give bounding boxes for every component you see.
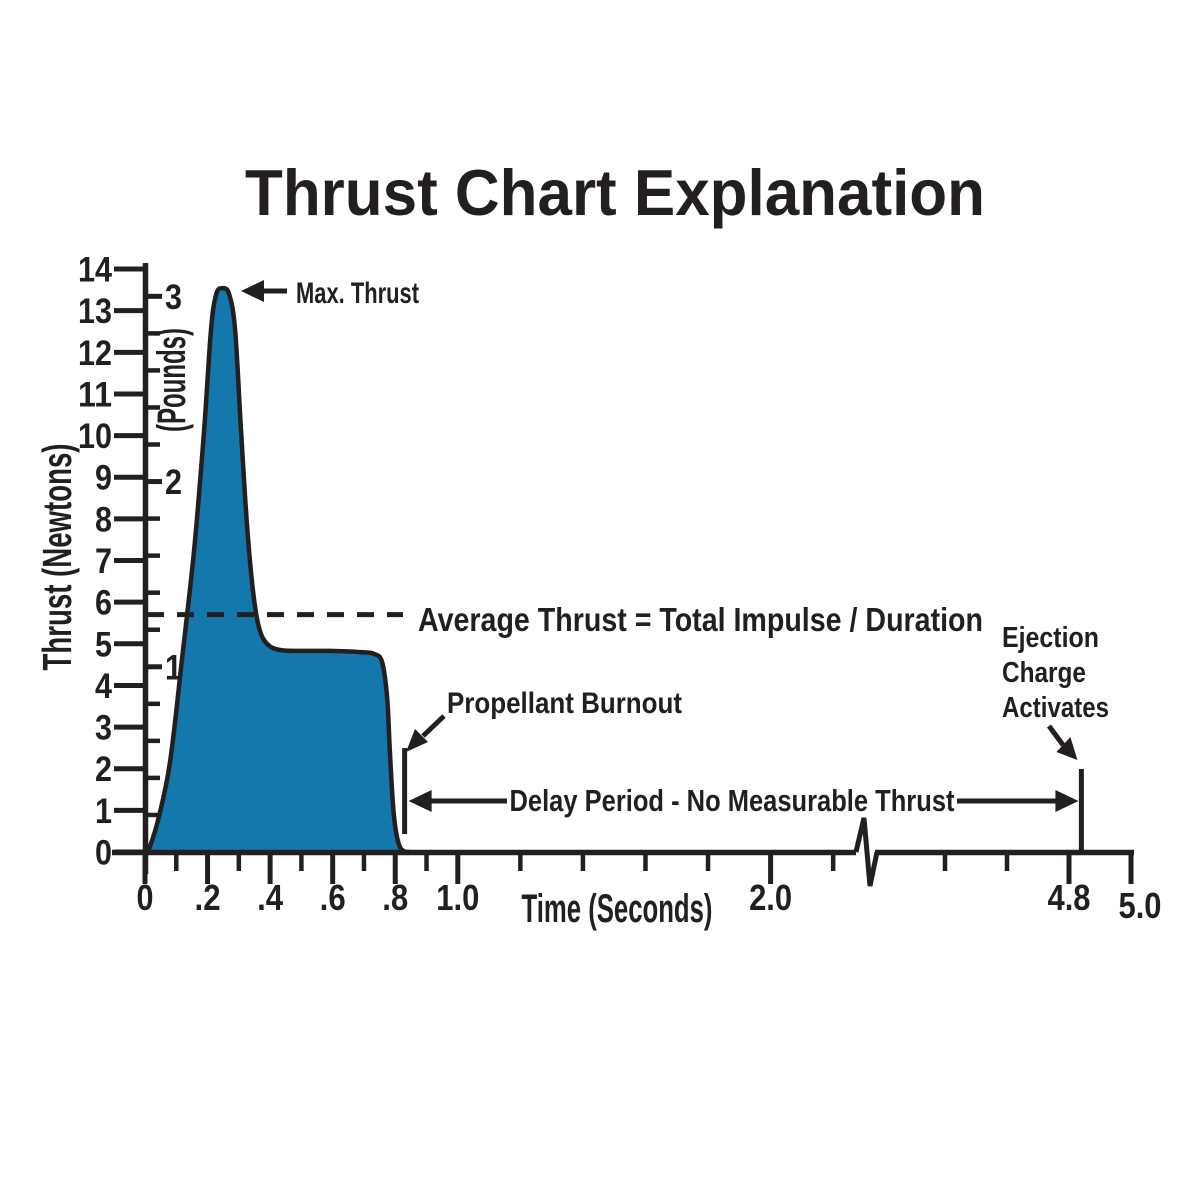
time-tick-label: 0: [137, 877, 154, 918]
time-tick-label: .4: [257, 877, 283, 918]
time-tick-label: 1.0: [436, 877, 479, 918]
ejection-charge-label-line1: Ejection: [1002, 622, 1099, 654]
markers-and-arrows-layer: [241, 280, 1084, 851]
max-thrust-label: Max. Thrust: [296, 277, 419, 310]
time-tick-label: 5.0: [1119, 885, 1162, 926]
delay-period-label: Delay Period - No Measurable Thrust: [510, 783, 955, 818]
newtons-tick-label: 9: [95, 459, 112, 498]
pounds-tick-label: 1: [165, 648, 182, 687]
ejection-arrow-shaft: [1046, 724, 1066, 747]
time-tick-label: .8: [382, 877, 408, 918]
delay-right-arrowhead: [1055, 790, 1079, 812]
ejection-arrowhead: [1056, 737, 1078, 760]
average-thrust-label: Average Thrust = Total Impulse / Duratio…: [418, 601, 983, 638]
newtons-tick-label: 5: [95, 625, 112, 664]
thrust-curve-layer: [145, 285, 410, 855]
time-tick-label: 2.0: [749, 877, 792, 918]
newtons-tick-label: 13: [78, 292, 112, 331]
newtons-tick-label: 14: [78, 251, 112, 290]
thrust-curve-area: [148, 288, 410, 852]
y-axis-title-pounds: (Pounds): [150, 328, 194, 432]
newtons-tick-label: 0: [95, 834, 112, 873]
x-axis-title: Time (Seconds): [522, 887, 713, 931]
newtons-tick-label: 2: [95, 750, 112, 789]
propellant-burnout-label: Propellant Burnout: [447, 687, 682, 720]
time-tick-label: 4.8: [1048, 877, 1091, 918]
newtons-tick-label: 6: [95, 584, 112, 623]
y-axis-title-newtons: Thrust (Newtons): [34, 444, 80, 671]
time-tick-label: .6: [320, 877, 346, 918]
burnout-arrow-shaft: [421, 714, 446, 738]
pounds-tick-label: 3: [165, 278, 182, 317]
newtons-tick-label: 12: [78, 334, 112, 373]
max-thrust-arrowhead: [241, 280, 264, 302]
newtons-tick-label: 10: [78, 417, 112, 456]
newtons-tick-label: 3: [95, 709, 112, 748]
ejection-charge-label-line3: Activates: [1002, 692, 1109, 724]
pounds-tick-label: 2: [165, 463, 182, 502]
newtons-tick-label: 11: [78, 375, 112, 414]
newtons-tick-label: 4: [95, 667, 112, 706]
burnout-arrowhead: [406, 729, 428, 752]
newtons-tick-label: 1: [95, 792, 112, 831]
ejection-charge-label-line2: Charge: [1002, 657, 1086, 689]
newtons-tick-label: 7: [95, 542, 112, 581]
thrust-curve-outline: [145, 285, 410, 855]
delay-left-arrowhead: [408, 790, 432, 812]
axes-layer: [112, 263, 1134, 887]
chart-title: Thrust Chart Explanation: [245, 156, 985, 229]
time-tick-label: .2: [195, 877, 221, 918]
newtons-tick-label: 8: [95, 500, 112, 539]
x-axis-break-squiggle: [853, 817, 880, 887]
